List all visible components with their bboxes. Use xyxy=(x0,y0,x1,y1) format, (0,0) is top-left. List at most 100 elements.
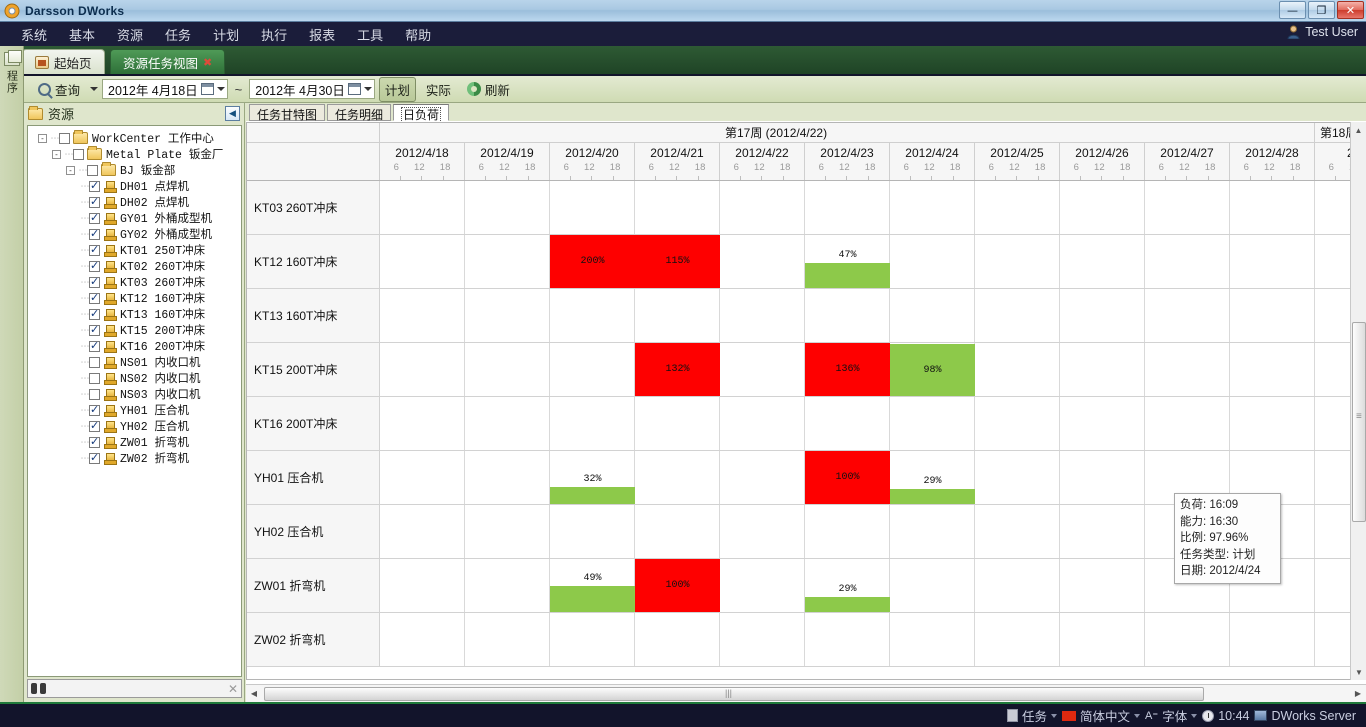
load-bar[interactable]: 100% xyxy=(805,451,890,504)
load-bar[interactable]: 29% xyxy=(890,476,975,504)
load-cell[interactable] xyxy=(720,613,805,666)
tree-item[interactable]: ⋯ NS02 内收口机 xyxy=(30,370,239,386)
load-cell[interactable] xyxy=(890,559,975,612)
tree-item[interactable]: ⋯ YH01 压合机 xyxy=(30,402,239,419)
load-cell[interactable] xyxy=(1060,451,1145,504)
status-task[interactable]: 任务 xyxy=(1007,706,1058,725)
menu-item-help[interactable]: 帮助 xyxy=(405,27,432,43)
load-cell[interactable] xyxy=(380,559,465,612)
menu-item-plan[interactable]: 计划 xyxy=(213,27,240,43)
checkbox-checked[interactable] xyxy=(89,195,100,208)
calendar-icon[interactable] xyxy=(200,83,214,95)
status-language[interactable]: 简体中文 xyxy=(1062,706,1141,725)
tree-item[interactable]: - ⋯ WorkCenter 工作中心 xyxy=(30,130,239,146)
load-cell[interactable] xyxy=(380,343,465,396)
load-cell[interactable] xyxy=(465,451,550,504)
load-cell[interactable] xyxy=(720,235,805,288)
horizontal-scroll-track[interactable] xyxy=(262,685,1350,702)
load-cell[interactable] xyxy=(805,613,890,666)
load-cell[interactable] xyxy=(975,451,1060,504)
checkbox-checked[interactable] xyxy=(89,211,100,224)
load-cell[interactable]: 132% xyxy=(635,343,720,396)
checkbox-checked[interactable] xyxy=(89,435,100,448)
load-cell[interactable]: 115% xyxy=(635,235,720,288)
chevron-down-icon[interactable] xyxy=(216,87,225,91)
checkbox-checked[interactable] xyxy=(89,339,100,352)
restore-button[interactable]: ❐ xyxy=(1308,1,1335,19)
load-cell[interactable]: 100% xyxy=(805,451,890,504)
checkbox-checked[interactable] xyxy=(89,291,100,304)
horizontal-scrollbar[interactable]: ◀ ▶ xyxy=(246,684,1366,702)
load-cell[interactable] xyxy=(465,613,550,666)
load-cell[interactable] xyxy=(635,289,720,342)
horizontal-scroll-thumb[interactable] xyxy=(264,686,1204,701)
load-cell[interactable] xyxy=(550,343,635,396)
collapse-panel-button[interactable]: ◀ xyxy=(225,106,240,121)
tree-item[interactable]: ⋯ GY01 外桶成型机 xyxy=(30,210,239,227)
load-cell[interactable]: 49% xyxy=(550,559,635,612)
load-cell[interactable] xyxy=(890,289,975,342)
checkbox-checked[interactable] xyxy=(89,307,100,320)
tree-item[interactable]: ⋯ KT15 200T冲床 xyxy=(30,322,239,339)
load-bar[interactable]: 132% xyxy=(635,343,720,396)
tree-item[interactable]: ⋯ ZW02 折弯机 xyxy=(30,450,239,467)
load-cell[interactable] xyxy=(1230,559,1315,612)
load-bar[interactable]: 115% xyxy=(635,235,720,288)
menu-item-system[interactable]: 系统 xyxy=(21,27,48,43)
load-bar[interactable]: 47% xyxy=(805,250,890,288)
load-cell[interactable] xyxy=(1230,451,1315,504)
load-cell[interactable] xyxy=(805,505,890,558)
load-cell[interactable] xyxy=(975,505,1060,558)
scroll-right-arrow-icon[interactable]: ▶ xyxy=(1354,689,1362,698)
tree-item[interactable]: ⋯ GY02 外桶成型机 xyxy=(30,226,239,243)
load-cell[interactable]: 136% xyxy=(805,343,890,396)
load-bar[interactable]: 29% xyxy=(805,584,890,612)
load-cell[interactable] xyxy=(380,289,465,342)
load-cell[interactable]: 100% xyxy=(635,559,720,612)
scroll-up-arrow-icon[interactable]: ▲ xyxy=(1351,122,1366,138)
tab-home[interactable]: 起始页 xyxy=(22,49,105,74)
load-cell[interactable] xyxy=(720,397,805,450)
chevron-down-icon[interactable] xyxy=(1134,713,1141,718)
checkbox-checked[interactable] xyxy=(89,179,100,192)
left-dock-strip[interactable]: 程序 xyxy=(0,46,24,702)
load-cell[interactable] xyxy=(720,289,805,342)
plan-toggle-button[interactable]: 计划 xyxy=(378,76,416,102)
load-cell[interactable] xyxy=(1060,613,1145,666)
load-cell[interactable] xyxy=(1060,235,1145,288)
load-cell[interactable] xyxy=(975,613,1060,666)
tree-item[interactable]: ⋯ YH02 压合机 xyxy=(30,418,239,435)
tree-item[interactable]: ⋯ NS03 内收口机 xyxy=(30,386,239,402)
load-cell[interactable] xyxy=(720,559,805,612)
tree-search-bar[interactable]: ✕ xyxy=(27,679,242,698)
load-cell[interactable] xyxy=(1230,181,1315,234)
menu-item-task[interactable]: 任务 xyxy=(165,27,192,43)
load-cell[interactable] xyxy=(465,235,550,288)
query-button[interactable]: 查询 xyxy=(32,77,86,102)
menu-item-tools[interactable]: 工具 xyxy=(357,27,384,43)
load-cell[interactable] xyxy=(1230,235,1315,288)
tree-item[interactable]: ⋯ KT12 160T冲床 xyxy=(30,290,239,307)
load-bar[interactable]: 200% xyxy=(550,235,635,288)
calendar-icon[interactable] xyxy=(347,83,361,95)
subtab-task-detail[interactable]: 任务明细 xyxy=(327,104,392,122)
checkbox-unchecked[interactable] xyxy=(89,388,100,400)
checkbox-unchecked[interactable] xyxy=(73,148,84,160)
load-cell[interactable] xyxy=(380,451,465,504)
tree-item[interactable]: ⋯ NS01 内收口机 xyxy=(30,354,239,370)
menu-item-report[interactable]: 报表 xyxy=(309,27,336,43)
load-cell[interactable] xyxy=(635,451,720,504)
scroll-left-arrow-icon[interactable]: ◀ xyxy=(250,689,258,698)
load-cell[interactable] xyxy=(975,397,1060,450)
load-cell[interactable] xyxy=(550,181,635,234)
load-cell[interactable] xyxy=(1230,613,1315,666)
load-cell[interactable] xyxy=(890,613,975,666)
load-cell[interactable] xyxy=(975,289,1060,342)
load-cell[interactable] xyxy=(380,235,465,288)
chevron-down-icon[interactable] xyxy=(1051,713,1058,718)
load-cell[interactable] xyxy=(465,181,550,234)
load-cell[interactable] xyxy=(550,505,635,558)
checkbox-unchecked[interactable] xyxy=(59,132,70,144)
load-cell[interactable] xyxy=(1145,451,1230,504)
vertical-scroll-thumb[interactable] xyxy=(1352,322,1366,522)
